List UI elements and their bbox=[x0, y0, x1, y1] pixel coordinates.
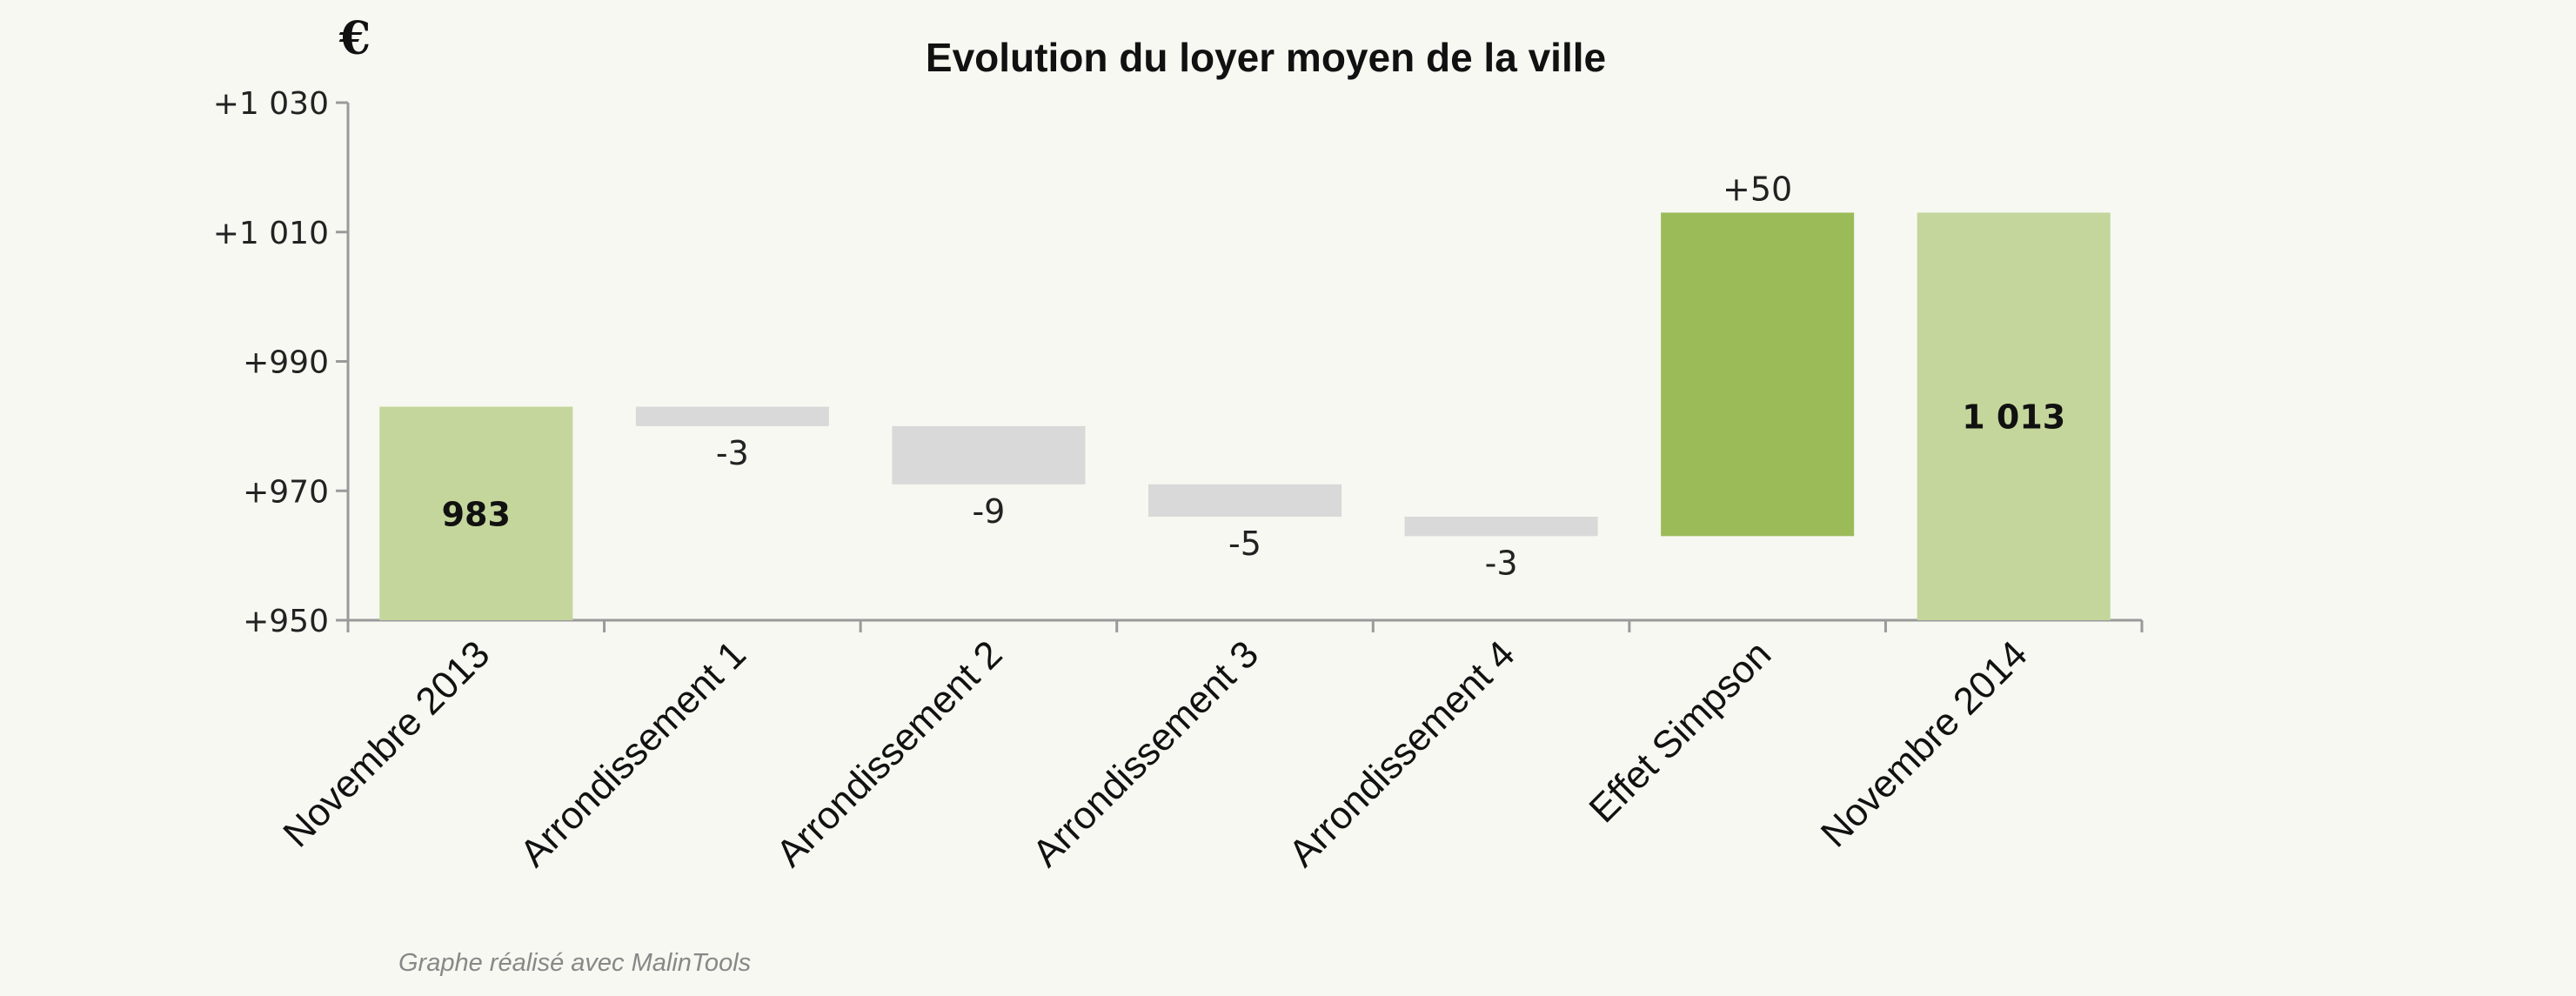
bar-value-label: -3 bbox=[1485, 544, 1518, 582]
y-axis-tick-label: +950 bbox=[243, 604, 329, 639]
y-axis-tick-label: +970 bbox=[243, 474, 329, 510]
x-axis-category-label: Novembre 2013 bbox=[275, 632, 498, 855]
x-axis-category-label: Arrondissement 4 bbox=[1281, 632, 1522, 874]
y-axis-tick-label: +990 bbox=[243, 345, 329, 381]
x-axis-category-label: Arrondissement 2 bbox=[768, 632, 1010, 874]
chart-title: Evolution du loyer moyen de la ville bbox=[926, 35, 1606, 80]
plot-area: +950 +970 +990 +1 010 +1 030 983 Novembre 2013… bbox=[213, 86, 2144, 875]
y-axis-unit-label: € bbox=[338, 12, 371, 65]
decrease-bar bbox=[1148, 484, 1342, 517]
bar-value-label: 983 bbox=[442, 495, 511, 533]
decrease-bar bbox=[892, 425, 1086, 485]
x-axis-category-label: Effet Simpson bbox=[1581, 632, 1779, 831]
decrease-bar bbox=[1404, 517, 1598, 537]
bar-value-label: +50 bbox=[1723, 170, 1792, 208]
total-bar bbox=[379, 406, 573, 620]
bar-value-label: -9 bbox=[972, 492, 1005, 531]
increase-bar bbox=[1661, 212, 1855, 537]
x-axis-category-label: Novembre 2014 bbox=[1813, 632, 2036, 855]
decrease-bar bbox=[635, 406, 829, 426]
y-axis-tick-label: +1 030 bbox=[213, 86, 329, 122]
bar-value-label: -3 bbox=[716, 434, 749, 472]
x-axis-category-label: Arrondissement 3 bbox=[1025, 632, 1267, 874]
y-axis-tick-label: +1 010 bbox=[213, 216, 329, 251]
bar-value-label: -5 bbox=[1228, 525, 1261, 563]
x-axis-category-label: Arrondissement 1 bbox=[512, 632, 753, 874]
chart-credit: Graphe réalisé avec MalinTools bbox=[398, 949, 751, 977]
total-bar bbox=[1917, 212, 2111, 620]
bar-value-label: 1 013 bbox=[1962, 398, 2065, 437]
